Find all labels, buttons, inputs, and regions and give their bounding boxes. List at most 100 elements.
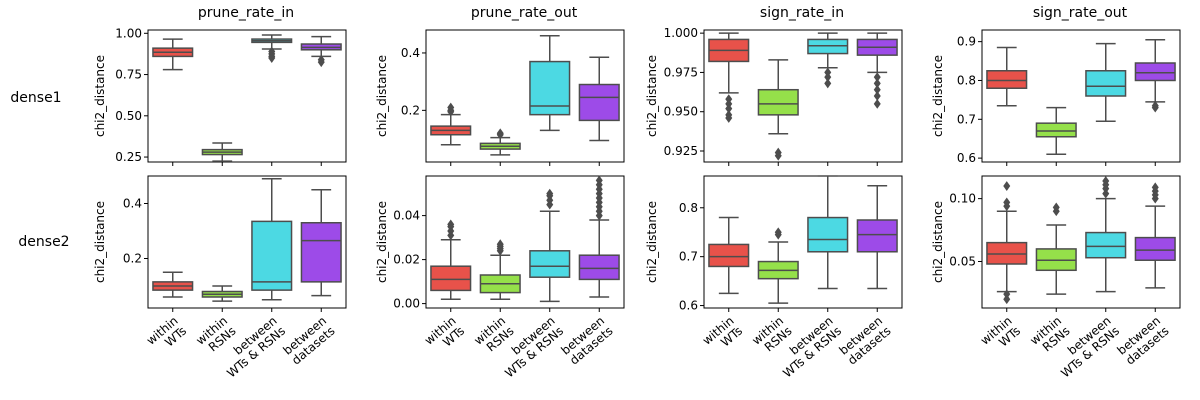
box-1 (986, 181, 1028, 305)
x-category-label: withinRSNs (193, 314, 238, 358)
x-category-label: withinWTs (978, 314, 1023, 358)
col-title-sign-rate-in: sign_rate_in (760, 5, 844, 21)
flier-point (1003, 289, 1011, 300)
row-label-dense1: dense1 (10, 90, 61, 106)
box-2 (479, 239, 521, 300)
panel-dense2-sign_rate_in: 0.6 0.7 0.8 chi2_distance withinWTs withinRSN… (645, 175, 903, 380)
y-tick-label: 0.950 (664, 105, 698, 119)
flier-point (873, 78, 881, 89)
y-tick-label: 0.7 (957, 112, 976, 126)
y-tick-label: 0.2 (401, 103, 420, 117)
box-1 (430, 102, 472, 146)
iqr-box (251, 220, 293, 291)
x-category-label: withinRSNs (1027, 314, 1072, 358)
axes-frame (425, 175, 625, 309)
iqr-box (1085, 70, 1127, 97)
y-tick-label: 0.75 (115, 68, 142, 82)
box-4 (856, 32, 898, 109)
flier-point (496, 239, 504, 250)
iqr-box (986, 70, 1028, 89)
y-tick-label: 0.6 (957, 151, 976, 165)
y-tick-label: 0.25 (115, 150, 142, 164)
iqr-box (757, 88, 799, 116)
flier-point (546, 188, 554, 199)
y-tick-label: 0.925 (664, 144, 698, 158)
flier-point (1003, 294, 1011, 305)
col-title-prune-rate-out: prune_rate_out (471, 5, 578, 21)
flier-point (725, 113, 733, 123)
y-tick-label: 0.04 (393, 209, 420, 223)
flier-point (1003, 197, 1011, 208)
box-1 (152, 38, 194, 71)
axes-frame (147, 175, 347, 309)
x-category-label: betweendatasets (1114, 314, 1171, 368)
y-axis-label: chi2_distance (375, 201, 389, 283)
y-tick-label: 0.4 (123, 197, 142, 211)
flier-point (824, 72, 832, 83)
iqr-box (807, 216, 849, 253)
iqr-box (578, 254, 620, 281)
box-4 (578, 175, 620, 298)
flier-point (873, 98, 881, 109)
y-tick-label: 0.8 (957, 73, 976, 87)
panel-dense2-sign_rate_out: 0.05 0.10 chi2_distance withinWTs withinRSNs… (931, 175, 1181, 380)
y-tick-label: 1.000 (664, 26, 698, 40)
iqr-box (708, 243, 750, 268)
box-3 (807, 32, 849, 89)
iqr-box (1085, 231, 1127, 259)
flier-point (774, 227, 782, 238)
axes-frame (425, 29, 625, 163)
iqr-box (578, 83, 620, 122)
iqr-box (430, 265, 472, 292)
box-1 (708, 32, 750, 123)
flier-point (268, 53, 276, 63)
panel-dense1-prune_rate_out: 0.2 0.4 chi2_distance (375, 29, 625, 166)
flier-point (1151, 182, 1159, 193)
y-tick-label: 0.10 (949, 192, 976, 206)
y-axis-label: chi2_distance (93, 201, 107, 283)
box-2 (757, 227, 799, 304)
panel-dense1-prune_rate_in: 0.25 0.50 0.75 1.00 chi2_distance (93, 26, 347, 166)
box-3 (807, 175, 849, 290)
box-3 (251, 178, 293, 301)
y-axis-label: chi2_distance (375, 55, 389, 137)
flier-point (873, 84, 881, 95)
box-4 (1134, 182, 1176, 289)
box-4 (300, 189, 342, 297)
box-4 (1134, 38, 1176, 113)
y-tick-label: 0.00 (393, 297, 420, 311)
box-2 (757, 59, 799, 161)
iqr-box (529, 250, 571, 278)
y-axis-label: chi2_distance (645, 55, 659, 137)
flier-point (496, 128, 504, 139)
box-2 (201, 285, 243, 302)
box-3 (529, 188, 571, 303)
x-category-label: withinWTs (144, 314, 189, 358)
box-3 (251, 34, 293, 63)
y-axis-label: chi2_distance (931, 55, 945, 137)
iqr-box (807, 38, 849, 55)
y-tick-label: 1.00 (115, 26, 142, 40)
x-category-label: betweendatasets (836, 314, 893, 368)
y-tick-label: 0.9 (957, 35, 976, 49)
flier-point (1003, 181, 1011, 191)
flier-point (774, 150, 782, 161)
iqr-box (1035, 122, 1077, 138)
box-2 (201, 142, 243, 162)
x-category-label: betweendatasets (280, 314, 337, 368)
y-tick-label: 0.8 (679, 201, 698, 215)
y-tick-label: 0.2 (123, 252, 142, 266)
box-3 (1085, 42, 1127, 122)
x-category-label: betweendatasets (558, 314, 615, 368)
box-3 (529, 34, 571, 132)
x-category-label: withinRSNs (471, 314, 516, 358)
flier-point (1151, 102, 1159, 113)
x-category-label: withinRSNs (749, 314, 794, 358)
axes-frame (981, 29, 1181, 163)
flier-point (873, 91, 881, 101)
y-tick-label: 0.975 (664, 65, 698, 79)
iqr-box (856, 219, 898, 253)
flier-point (447, 219, 455, 230)
flier-point (1102, 188, 1110, 199)
y-axis-label: chi2_distance (93, 55, 107, 137)
